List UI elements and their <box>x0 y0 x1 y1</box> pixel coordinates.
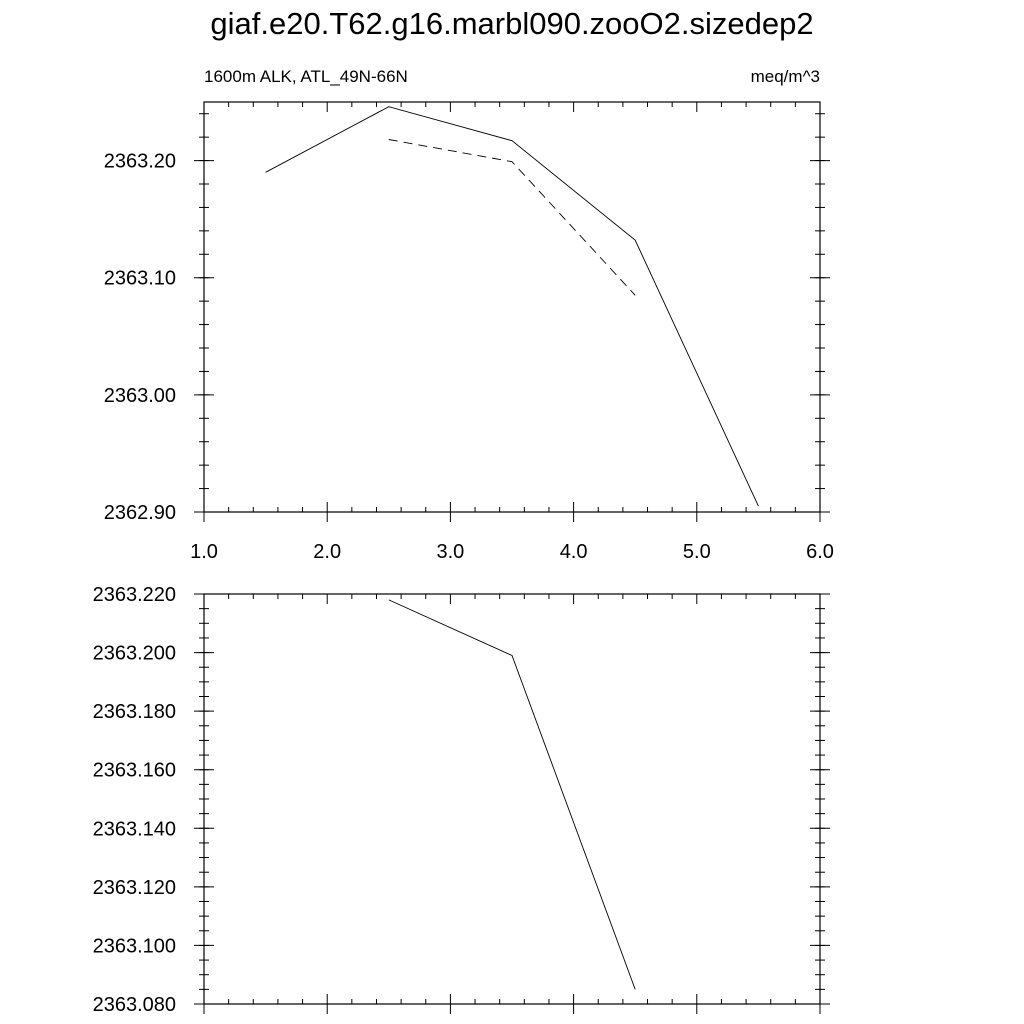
panel0-ytick-label-2: 2363.10 <box>104 268 176 290</box>
panel1-series-0-line <box>388 599 636 990</box>
panel0-series-0-line <box>265 106 759 507</box>
panel0-ytick-label-3: 2363.20 <box>104 151 176 173</box>
panel1-ytick-label-7: 2363.220 <box>93 584 176 606</box>
panel0-ytick-label-1: 2363.00 <box>104 385 176 407</box>
panel1-ytick-label-5: 2363.180 <box>93 701 176 723</box>
panel0-xtick-label-3: 4.0 <box>560 541 588 563</box>
panel0-xtick-label-5: 6.0 <box>806 541 834 563</box>
top-panel: 1600m ALK, ATL_49N-66N meq/m^3 1.0 2.0 3.0… <box>104 67 834 563</box>
top-subtitle-left: 1600m ALK, ATL_49N-66N <box>204 67 408 86</box>
panel0-ytick-label-0: 2362.90 <box>104 502 176 524</box>
panel0-xtick-label-4: 5.0 <box>683 541 711 563</box>
panel0-xtick-label-2: 3.0 <box>436 541 464 563</box>
panel1-ytick-label-2: 2363.120 <box>93 877 176 899</box>
top-subtitle-right: meq/m^3 <box>751 67 820 86</box>
panel0-xtick-label-1: 2.0 <box>313 541 341 563</box>
panel1-ytick-label-1: 2363.100 <box>93 935 176 957</box>
panel1-ytick-label-3: 2363.140 <box>93 818 176 840</box>
bottom-panel: 2363.080 2363.100 2363.120 2363.140 2363.160… <box>93 584 830 1016</box>
chart-title: giaf.e20.T62.g16.marbl090.zooO2.sizedep2 <box>210 6 814 41</box>
panel0-series-1-line <box>388 139 636 296</box>
panel1-ytick-label-6: 2363.200 <box>93 643 176 665</box>
panel0-xtick-label-0: 1.0 <box>190 541 218 563</box>
panel1-ytick-label-0: 2363.080 <box>93 994 176 1016</box>
panel1-ytick-label-4: 2363.160 <box>93 760 176 782</box>
panel0-frame <box>203 101 821 513</box>
